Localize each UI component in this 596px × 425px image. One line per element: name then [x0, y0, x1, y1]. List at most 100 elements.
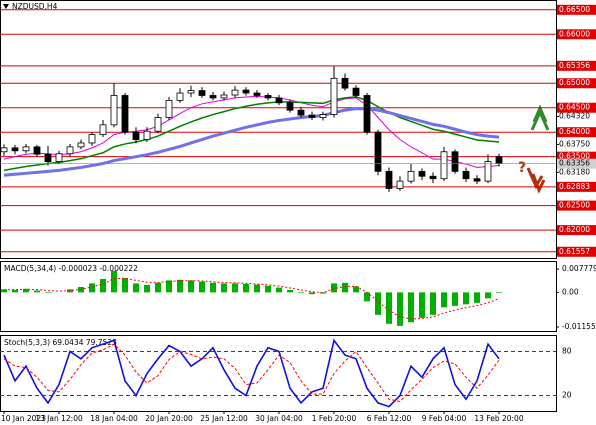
y-tick-label: 0.63750	[559, 139, 590, 148]
level-label: 0.66500	[559, 5, 590, 14]
candle-body	[88, 134, 96, 144]
x-tick-label: 6 Feb 12:00	[367, 414, 412, 423]
level-label-box	[557, 151, 596, 162]
stoch-title: Stoch(5,3,3) 69.0434 79.7523	[4, 338, 117, 347]
level-label: 0.65356	[559, 61, 590, 70]
candle-body	[352, 87, 360, 96]
candle-body	[22, 146, 30, 152]
x-tick-label: 20 Jan 20:00	[145, 414, 193, 423]
candle-body	[374, 131, 382, 172]
moving-average	[3, 107, 500, 177]
bar	[353, 286, 359, 293]
bar	[452, 292, 458, 306]
bar	[45, 292, 51, 293]
x-tick-label: 13 Feb 20:00	[474, 414, 523, 423]
candle-body	[187, 90, 195, 94]
bar	[430, 292, 436, 315]
candle-body	[231, 89, 239, 96]
bar	[309, 292, 315, 295]
level-label-box	[557, 29, 596, 40]
x-tick-label: 18 Jan 04:00	[90, 414, 138, 423]
level-label: 0.66000	[559, 29, 590, 38]
y-tick-label: 0.63180	[559, 167, 590, 176]
x-tick-label: 13 Jan 12:00	[35, 414, 83, 423]
bar	[265, 285, 271, 293]
bar	[100, 278, 106, 293]
level-label: 0.62000	[559, 225, 590, 234]
bar	[232, 283, 238, 293]
chart-title: NZDUSD,H4	[12, 2, 58, 11]
candle-body	[297, 109, 305, 116]
bar	[386, 292, 392, 324]
candle-body	[55, 153, 63, 162]
moving-average	[3, 96, 500, 172]
bar	[485, 292, 491, 299]
candle-body	[253, 92, 261, 96]
candle-body	[264, 95, 272, 99]
bar	[320, 292, 326, 294]
candle-body	[429, 175, 437, 180]
bar	[463, 292, 469, 305]
level-label: 0.62500	[559, 201, 590, 210]
bar	[342, 282, 348, 293]
x-tick-label: 25 Jan 12:00	[200, 414, 248, 423]
candle-body	[418, 170, 426, 177]
bar	[419, 292, 425, 318]
y-tick-label: 80	[562, 346, 572, 355]
bar	[287, 289, 293, 293]
candle-body	[330, 77, 338, 115]
level-label-box	[557, 102, 596, 113]
candle-body	[451, 151, 459, 172]
level-label: 0.62883	[559, 182, 590, 191]
candle-body	[363, 95, 371, 133]
stoch-line	[3, 338, 500, 408]
candle-body	[440, 151, 448, 180]
candle-body	[286, 102, 294, 111]
candle-body	[165, 99, 173, 118]
candle-body	[66, 146, 74, 155]
candle-body	[275, 97, 283, 104]
bar	[375, 292, 381, 315]
level-label: 0.64000	[559, 127, 590, 136]
level-label-box	[557, 225, 596, 236]
macd-title: MACD(5,34,4) -0.000023 -0.000222	[4, 264, 138, 273]
candle-body	[99, 124, 107, 136]
bar	[496, 292, 502, 293]
candle-body	[0, 147, 8, 153]
candle-body	[143, 130, 151, 140]
candle-body	[407, 170, 415, 182]
bar	[408, 292, 414, 323]
x-tick-label: 1 Feb 20:00	[312, 414, 357, 423]
level-label: 0.61557	[559, 247, 590, 256]
level-label: 0.64500	[559, 103, 590, 112]
y-tick-label: -0.011557	[562, 322, 596, 331]
candle-body	[220, 94, 228, 99]
bar	[254, 284, 260, 293]
candle-body	[44, 153, 52, 162]
candle-body	[209, 95, 217, 99]
candle-body	[198, 90, 206, 96]
bar	[67, 289, 73, 293]
x-tick-label: 10 Jan 2023	[1, 414, 46, 423]
stoch-line	[3, 343, 500, 402]
level-label: 0.63500	[559, 152, 590, 161]
candle-body	[77, 142, 85, 148]
candle-body	[396, 180, 404, 189]
bar	[199, 281, 205, 293]
bar	[243, 283, 249, 293]
y-tick-label: 0.64320	[559, 112, 590, 121]
bar	[210, 282, 216, 293]
candle-body	[462, 170, 470, 180]
candle-body	[308, 114, 316, 118]
bar	[1, 289, 7, 293]
level-label: 0.65000	[559, 78, 590, 87]
x-tick-label: 30 Jan 04:00	[255, 414, 303, 423]
bar	[122, 278, 128, 293]
candle-body	[110, 95, 118, 126]
candle-body	[242, 89, 250, 94]
bar	[89, 283, 95, 293]
bar	[298, 292, 304, 293]
bar	[364, 292, 370, 302]
y-tick-label: 20	[562, 391, 572, 400]
